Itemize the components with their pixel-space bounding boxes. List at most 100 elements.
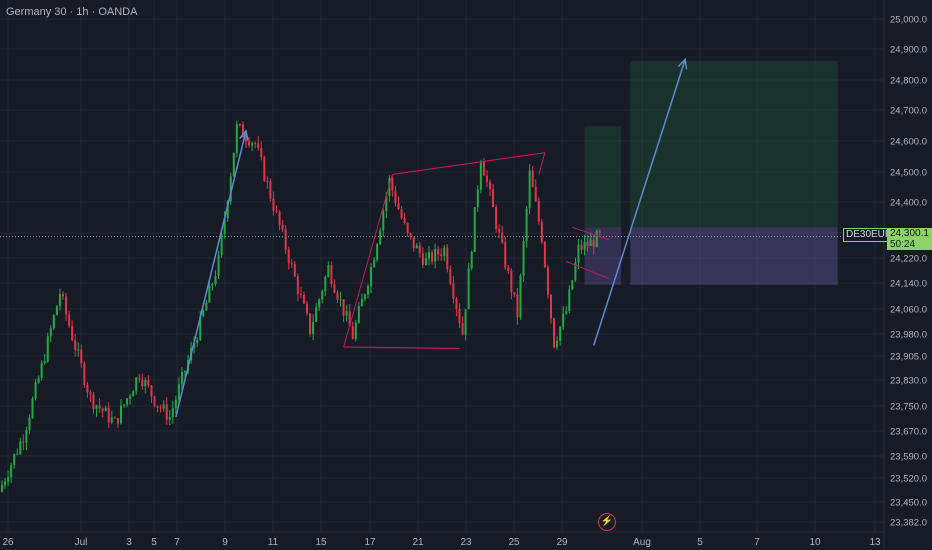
- candle-body: [220, 234, 223, 256]
- candle-body: [550, 294, 552, 319]
- candle-body: [208, 285, 211, 303]
- current-price: 24,300.1: [890, 228, 929, 239]
- candle-body: [525, 208, 528, 242]
- candle-body: [339, 299, 342, 301]
- candle-body: [43, 361, 46, 363]
- candle-body: [598, 231, 601, 233]
- candle-body: [92, 394, 95, 410]
- candle-body: [531, 170, 534, 188]
- range-bottom-line: [343, 346, 460, 350]
- candle-body: [199, 316, 202, 340]
- candle-body: [229, 176, 232, 202]
- y-tick-label: 23,382.0: [890, 518, 927, 529]
- candle-body: [321, 291, 324, 300]
- candle-body: [391, 177, 394, 191]
- candle-body: [424, 258, 427, 265]
- candle-body: [302, 294, 305, 304]
- candle-body: [370, 267, 373, 286]
- candle-body: [501, 232, 504, 243]
- candle-body: [129, 396, 132, 399]
- y-tick-label: 24,600.0: [890, 137, 927, 148]
- candle-body: [397, 203, 400, 210]
- candle-body: [266, 180, 269, 182]
- stop-zone-large: [630, 227, 838, 285]
- candle-body: [522, 241, 525, 276]
- candle-body: [290, 263, 293, 265]
- candle-body: [184, 371, 186, 373]
- candle-body: [431, 252, 434, 262]
- candle-body: [123, 404, 125, 406]
- candle-body: [537, 201, 540, 222]
- candle-body: [13, 454, 16, 465]
- candle-body: [394, 190, 397, 204]
- candle-body: [284, 229, 287, 250]
- candle-body: [110, 417, 113, 423]
- lightning-icon[interactable]: ⚡: [598, 513, 616, 531]
- candle-body: [348, 311, 351, 327]
- candle-body: [71, 325, 74, 341]
- x-tick-label: 3: [126, 537, 132, 548]
- x-tick-label: Jul: [75, 537, 88, 548]
- candle-body: [519, 275, 522, 318]
- candle-body: [498, 228, 501, 233]
- flag-bottom-line: [566, 261, 610, 280]
- y-tick-label: 24,700.0: [890, 106, 927, 117]
- projection-arrow-head: [677, 57, 688, 70]
- candle-body: [83, 363, 86, 385]
- candle-body: [415, 245, 418, 249]
- x-tick-label: 21: [412, 537, 424, 548]
- candle-body: [144, 380, 147, 387]
- candle-body: [495, 207, 498, 229]
- y-tick-label: 24,220.0: [890, 254, 927, 265]
- candle-body: [559, 326, 562, 341]
- x-tick-label: 7: [174, 537, 180, 548]
- candle-body: [485, 175, 488, 182]
- candle-body: [327, 265, 330, 277]
- y-tick-label: 23,830.0: [890, 376, 927, 387]
- y-tick-label: 24,140.0: [890, 279, 927, 290]
- candle-body: [211, 283, 214, 286]
- candle-body: [205, 302, 208, 311]
- y-tick-label: 24,900.0: [890, 45, 927, 56]
- candle-body: [58, 293, 61, 306]
- candle-body: [287, 249, 290, 264]
- candle-body: [232, 152, 235, 177]
- candle-body: [565, 311, 568, 314]
- candle-body: [52, 315, 55, 329]
- candle-body: [455, 298, 458, 309]
- candle-body: [80, 349, 83, 364]
- candle-body: [467, 268, 470, 310]
- candle-body: [1, 484, 3, 492]
- candle-body: [357, 306, 360, 323]
- candle-body: [345, 311, 348, 316]
- candle-body: [293, 263, 296, 277]
- candle-body: [306, 303, 308, 314]
- candle-body: [546, 267, 549, 295]
- candle-body: [116, 418, 119, 424]
- candle-body: [132, 391, 135, 397]
- candle-body: [95, 405, 98, 410]
- candle-body: [217, 255, 220, 277]
- flag-top-line: [572, 226, 610, 241]
- candle-body: [101, 408, 104, 412]
- candle-body: [22, 441, 25, 443]
- x-tick-label: 17: [364, 537, 376, 548]
- y-tick-label: 23,590.0: [890, 452, 927, 463]
- y-tick-label: 23,905.0: [890, 352, 927, 363]
- current-price-box: 24,300.1 50:24: [887, 228, 932, 250]
- candle-body: [235, 124, 238, 153]
- candle-body: [318, 299, 321, 308]
- candle-body: [162, 404, 165, 409]
- candle-body: [260, 147, 263, 158]
- candle-body: [202, 310, 205, 317]
- candle-body: [382, 211, 385, 231]
- x-tick-label: 9: [222, 537, 228, 548]
- candle-body: [367, 285, 369, 295]
- x-tick-label: 13: [869, 537, 881, 548]
- candle-body: [482, 161, 485, 176]
- candle-body: [330, 265, 333, 285]
- candle-body: [223, 218, 226, 235]
- candle-body: [333, 284, 336, 293]
